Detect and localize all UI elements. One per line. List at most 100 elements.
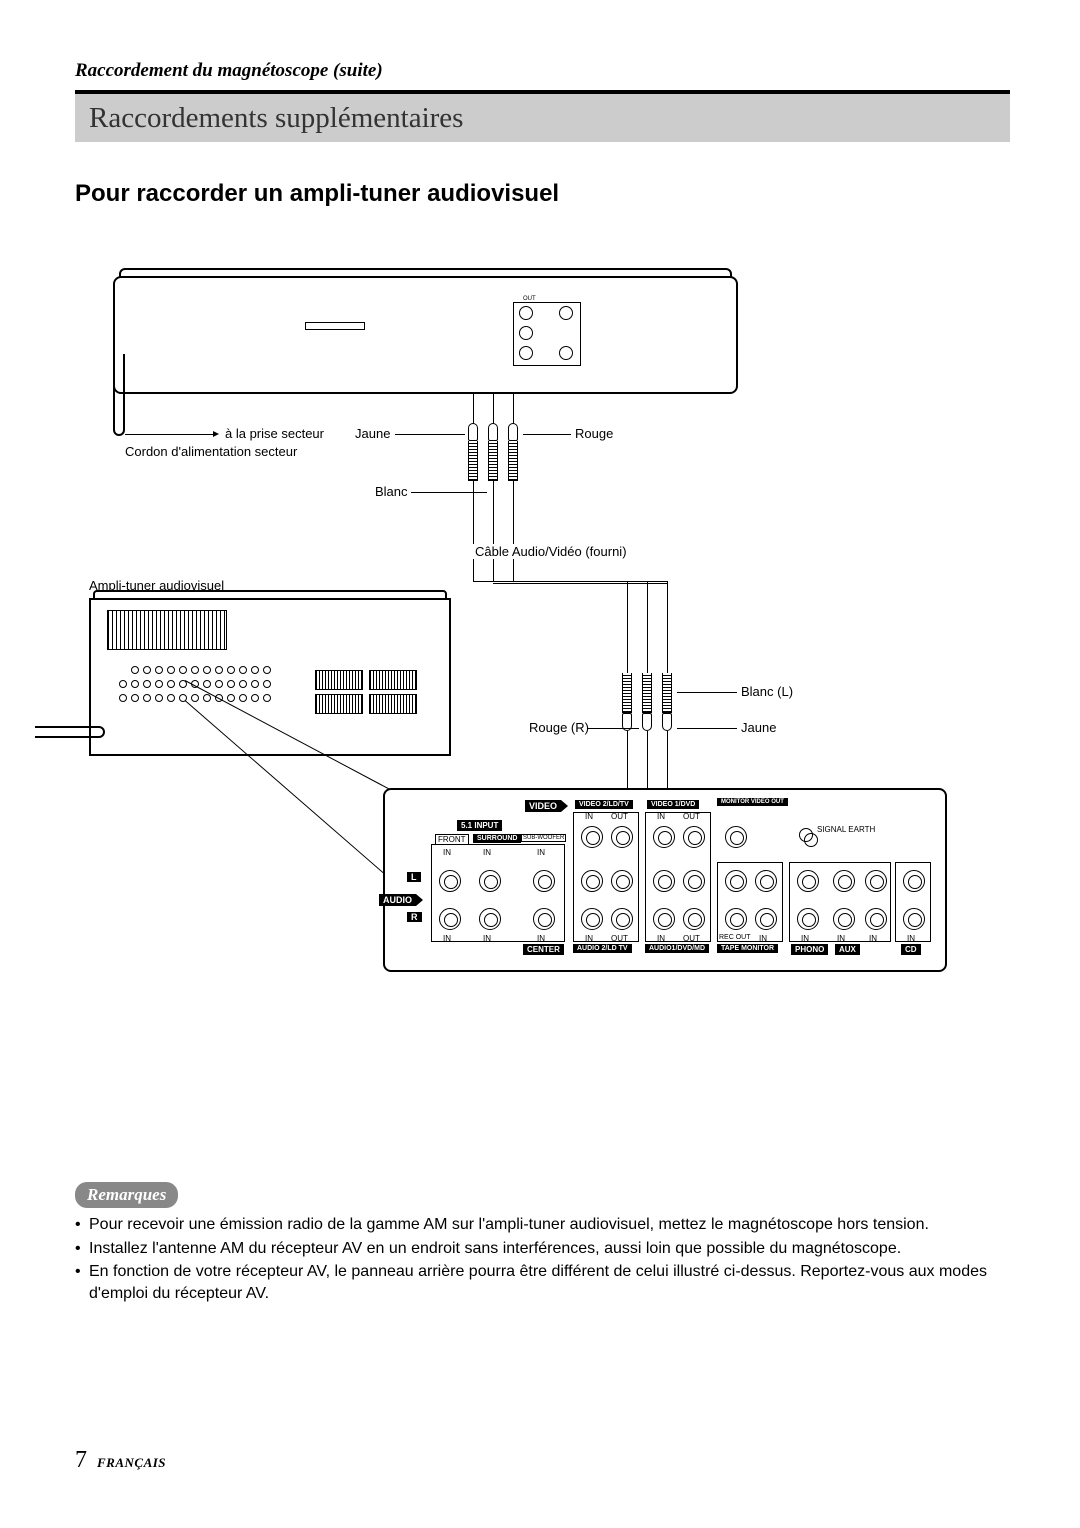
pj-v1-in <box>653 826 675 848</box>
audio2-lbl: AUDIO 2/LD TV <box>573 944 632 953</box>
language-label: FRANÇAIS <box>97 1455 166 1471</box>
note-text: Pour recevoir une émission radio de la g… <box>89 1214 929 1236</box>
pj-r-12 <box>865 908 887 930</box>
amp-grille-3 <box>315 694 363 714</box>
note-text: Installez l'antenne AM du récepteur AV e… <box>89 1238 901 1260</box>
amp-jack-row3 <box>119 694 271 702</box>
center-lbl: CENTER <box>523 944 564 955</box>
pj-l-13 <box>903 870 925 892</box>
surround-lbl: SURROUND <box>473 834 521 843</box>
route-v3 <box>627 581 628 673</box>
pj-r-2 <box>479 908 501 930</box>
power-arrow-icon <box>213 431 219 437</box>
av-cable-label: Câble Audio/Vidéo (fourni) <box>473 544 629 559</box>
monitor-tag: MONITOR VIDEO OUT <box>717 798 788 806</box>
pj-r-1 <box>439 908 461 930</box>
power-cord-label: Cordon d'alimentation secteur <box>125 444 297 459</box>
list-item: •Pour recevoir une émission radio de la … <box>75 1214 1010 1236</box>
rca-top-3 <box>508 423 518 481</box>
pj-r-4 <box>581 908 603 930</box>
red-label: Rouge <box>575 426 613 441</box>
pj-l-4 <box>581 870 603 892</box>
notes-list: •Pour recevoir une émission radio de la … <box>75 1214 1010 1304</box>
section-title: Raccordements supplémentaires <box>89 102 463 135</box>
v2-in-lbl: IN <box>585 812 593 821</box>
b-in-8: IN <box>837 934 845 943</box>
b-in-5: IN <box>657 934 665 943</box>
pj-v1-out <box>683 826 705 848</box>
red-r-label: Rouge (R) <box>529 720 589 735</box>
pj-l-3 <box>533 870 555 892</box>
vcr-body: OUT <box>113 276 738 394</box>
tape-lbl: TAPE MONITOR <box>717 944 778 953</box>
pj-r-13 <box>903 908 925 930</box>
pj-r-10 <box>797 908 819 930</box>
section-title-box: Raccordements supplémentaires <box>75 94 1010 142</box>
pj-l-11 <box>833 870 855 892</box>
b-in-4: IN <box>585 934 593 943</box>
pj-l-8 <box>725 870 747 892</box>
amp-power-cord <box>35 726 105 738</box>
pj-r-5 <box>611 908 633 930</box>
list-item: •En fonction de votre récepteur AV, le p… <box>75 1261 1010 1304</box>
red-r-line <box>587 728 639 729</box>
amp-grille-4 <box>369 694 417 714</box>
power-cord-h <box>125 434 213 435</box>
yellow-line <box>395 434 465 435</box>
yellow-2-label: Jaune <box>741 720 776 735</box>
white-l-line <box>677 692 737 693</box>
video-tag: VIDEO <box>525 800 561 812</box>
rca-bot-2 <box>642 673 652 731</box>
pj-r-11 <box>833 908 855 930</box>
yellow-2-line <box>677 728 737 729</box>
pj-l-7 <box>683 870 705 892</box>
b-in-10: IN <box>907 934 915 943</box>
b-in-1: IN <box>443 934 451 943</box>
amp-body <box>89 598 451 756</box>
pj-monitor <box>725 826 747 848</box>
rca-top-2 <box>488 423 498 481</box>
subtitle: Pour raccorder un ampli-tuner audiovisue… <box>75 180 1010 208</box>
route-h2 <box>493 583 667 584</box>
b-out-5: OUT <box>683 934 700 943</box>
amp-grille-2 <box>369 670 417 690</box>
amp-grille-1 <box>315 670 363 690</box>
route-h <box>473 581 667 582</box>
rca-bot-3 <box>662 673 672 731</box>
b-in-7: IN <box>801 934 809 943</box>
51input-tag: 5.1 INPUT <box>457 820 502 831</box>
audio1-lbl: AUDIO1/DVD/MD <box>645 944 709 953</box>
to-outlet-label: à la prise secteur <box>225 426 324 441</box>
rca-top-1 <box>468 423 478 481</box>
video1-tag: VIDEO 1/DVD <box>647 800 699 809</box>
page-footer: 7 FRANÇAIS <box>75 1447 166 1474</box>
audio-tag: AUDIO <box>379 894 416 906</box>
route-v2 <box>647 581 648 673</box>
pj-v2-out <box>611 826 633 848</box>
cd-lbl: CD <box>901 944 921 955</box>
video2-tag: VIDEO 2/LD/TV <box>575 800 633 809</box>
white-line <box>411 492 487 493</box>
red-line <box>523 434 571 435</box>
signal-earth-jack <box>799 828 813 842</box>
amp-jack-row1 <box>131 666 271 674</box>
b-in-2: IN <box>483 934 491 943</box>
remarques-badge: Remarques <box>75 1182 178 1208</box>
phono-lbl: PHONO <box>791 944 828 955</box>
pj-r-8 <box>725 908 747 930</box>
page-number: 7 <box>75 1447 87 1474</box>
pj-r-3 <box>533 908 555 930</box>
list-item: •Installez l'antenne AM du récepteur AV … <box>75 1238 1010 1260</box>
breadcrumb: Raccordement du magnétoscope (suite) <box>75 60 1010 82</box>
cable-mid <box>473 481 474 581</box>
b-out-4: OUT <box>611 934 628 943</box>
in-1: IN <box>443 848 451 857</box>
vcr-power-cord <box>113 354 125 436</box>
connection-diagram: OUT à la prise secteur Cordon d'alimenta… <box>75 268 1010 1138</box>
vcr-slot <box>305 322 365 330</box>
r-tag: R <box>407 912 422 922</box>
pj-l-6 <box>653 870 675 892</box>
pj-v2-in <box>581 826 603 848</box>
in-3: IN <box>537 848 545 857</box>
amp-display <box>107 610 227 650</box>
